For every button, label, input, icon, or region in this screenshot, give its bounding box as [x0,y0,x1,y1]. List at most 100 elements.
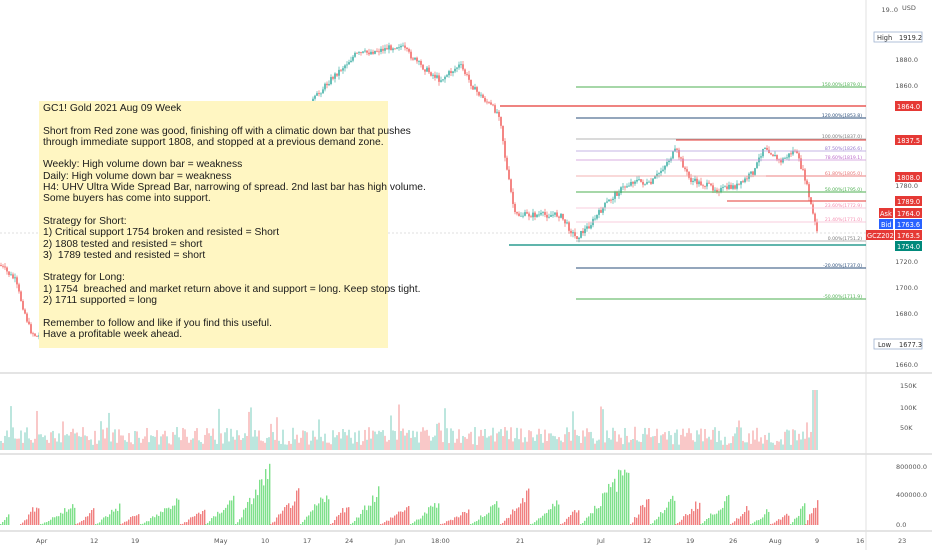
volume-bar [104,438,106,450]
volume-bar [742,440,744,450]
oscillator-bar [99,522,101,525]
volume-bar [178,437,180,450]
candle-body [534,212,536,217]
volume-bar [638,441,640,450]
volume-bar [180,440,182,450]
analysis-note[interactable]: GC1! Gold 2021 Aug 09 Week Short from Re… [39,101,426,348]
oscillator-bar [606,492,608,525]
candle-body [678,149,680,158]
volume-bar [444,408,446,450]
oscillator-bar [288,503,290,525]
volume-bar [648,428,650,450]
volume-bar [310,440,312,450]
candle-body [346,64,348,66]
candle-body [314,95,316,99]
volume-bar [786,429,788,450]
oscillator-bar [243,509,245,525]
volume-bar [592,438,594,450]
volume-bar [668,431,670,450]
volume-bar [690,433,692,450]
volume-bar [580,442,582,450]
oscillator-bar [422,515,424,525]
oscillator-bar [97,523,99,525]
candle-body [604,202,606,208]
volume-bar [120,435,122,450]
volume-bar [688,428,690,450]
candle-body [556,212,558,217]
oscillator-bar [693,511,695,525]
oscillator-bar [446,521,448,525]
volume-bar [184,429,186,450]
volume-bar [112,432,114,450]
volume-bar [340,438,342,450]
volume-bar [106,427,108,450]
volume-bar [734,433,736,450]
price-tick: 1680.0 [895,310,918,318]
volume-bar [54,438,56,450]
oscillator-bar [138,514,140,525]
oscillator-bar [239,519,241,525]
volume-bar [234,439,236,450]
oscillator-bar [710,513,712,525]
time-label: 24 [345,537,353,545]
oscillator-bar [152,516,154,525]
oscillator-bar [148,521,150,525]
candle-body [744,178,746,183]
oscillator-bar [498,507,500,525]
oscillator-bar [227,504,229,525]
volume-bar [406,432,408,450]
volume-bar [30,440,32,450]
candle-body [486,101,488,103]
oscillator-bar [494,504,496,525]
candle-body [442,79,444,81]
volume-bar [94,430,96,450]
volume-bar [274,439,276,450]
volume-bar [438,422,440,450]
candle-body [508,169,510,180]
oscillator-bar [370,505,372,525]
volume-bar [324,433,326,450]
oscillator-bar [198,512,200,525]
volume-bar [628,442,630,450]
oscillator-bar [376,497,378,525]
note-line [43,306,384,317]
candle-body [384,48,386,51]
volume-bar [624,427,626,450]
oscillator-bar [404,510,406,525]
oscillator-bar [320,497,322,525]
oscillator-bar [542,515,544,525]
volume-bar [378,430,380,450]
oscillator-bar [269,463,271,525]
candle-body [578,237,580,240]
candle-body [598,210,600,215]
candle-body [770,153,772,155]
candle-body [538,214,540,216]
volume-bar [552,435,554,450]
tag-value: 1837.5 [897,137,920,145]
oscillator-tick: 800000.0 [896,463,927,471]
volume-bar [342,429,344,450]
oscillator-bar [476,521,478,525]
volume-bar [232,436,234,450]
oscillator-bar [562,523,564,525]
oscillator-bar [666,507,668,525]
volume-bar [578,436,580,450]
time-label: 12 [643,537,651,545]
candle-body [376,50,378,52]
volume-bar [70,431,72,450]
volume-bar [202,443,204,450]
oscillator-bar [338,515,340,525]
oscillator-bar [304,519,306,525]
volume-bar [478,436,480,450]
oscillator-bar [683,516,685,525]
oscillator-bar [60,512,62,525]
note-line: Remember to follow and like if you find … [43,317,272,329]
oscillator-bar [225,507,227,525]
oscillator-bar [600,506,602,525]
oscillator-bar [534,522,536,525]
volume-bar [90,439,92,450]
oscillator-bar [506,518,508,525]
volume-bar [182,427,184,450]
candle-body [652,178,654,184]
candle-body [400,45,402,48]
